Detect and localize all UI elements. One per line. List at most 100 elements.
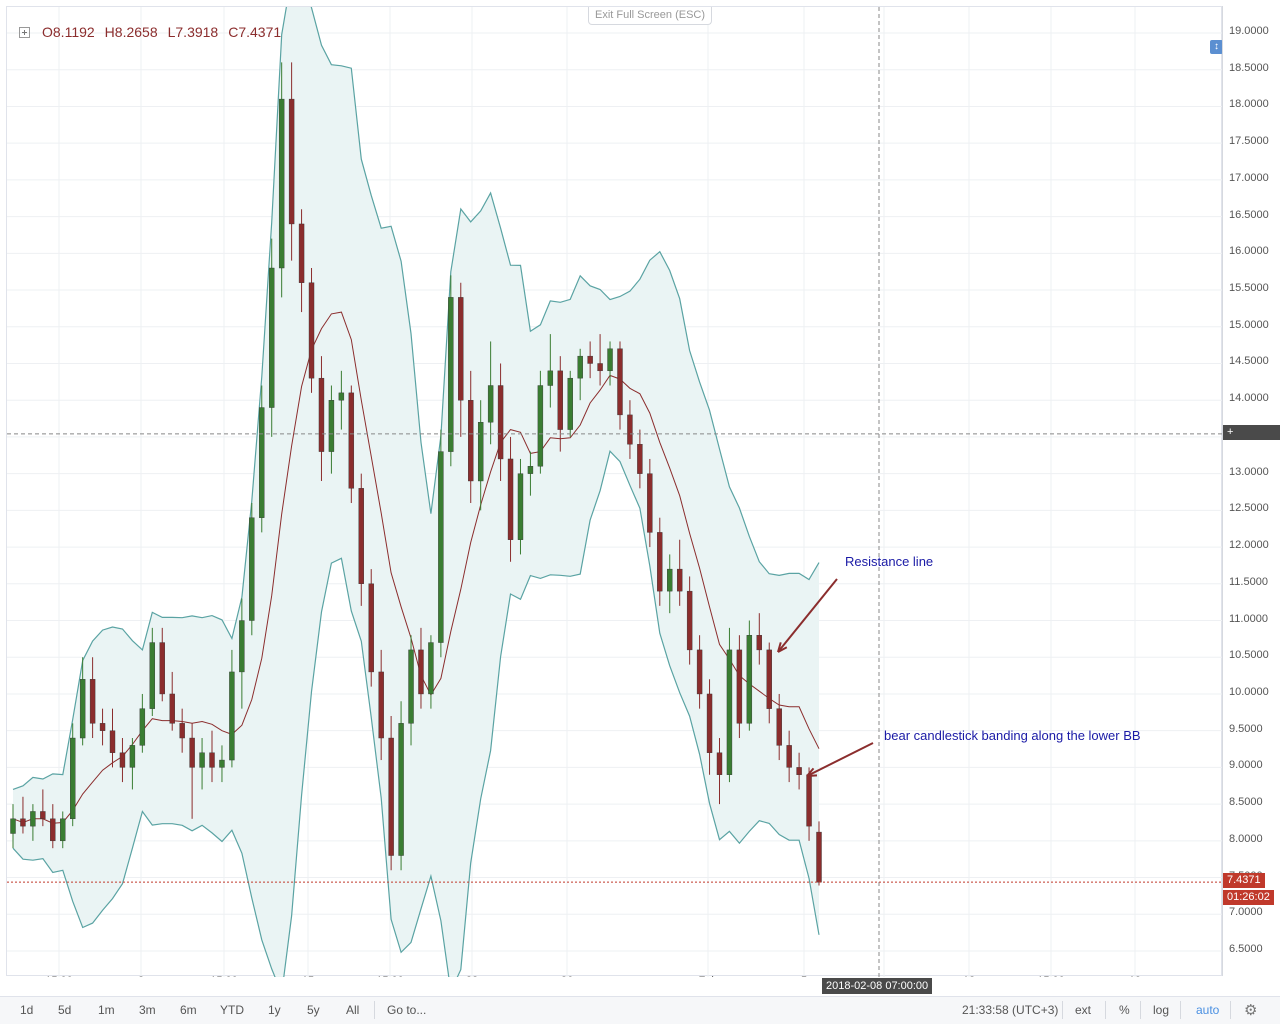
candle-body — [627, 414, 633, 445]
candle-body — [746, 635, 753, 724]
price-tick-label: 12.5000 — [1229, 502, 1269, 515]
candle-body — [358, 488, 364, 585]
ohlc-legend: O8.1192 H8.2658 L7.3918 C7.4371 — [19, 24, 281, 40]
candle-body — [10, 818, 16, 834]
candle-body — [89, 679, 96, 724]
candle-body — [647, 473, 653, 533]
price-axis[interactable] — [1222, 6, 1280, 976]
candle-body — [796, 767, 802, 775]
time-tick-label: 19 — [1129, 975, 1141, 977]
candle-body — [149, 642, 156, 709]
candle-body — [139, 708, 146, 746]
candle-body — [119, 752, 126, 768]
gear-icon[interactable]: ⚙ — [1244, 1002, 1258, 1019]
timeframe-1d[interactable]: 1d — [20, 1003, 34, 1017]
time-tick-label: 15 — [302, 975, 314, 977]
lower-bb-arrow — [806, 742, 874, 777]
candle-body — [259, 407, 265, 518]
price-tick-label: 19.0000 — [1229, 25, 1269, 37]
price-tick-label: 14.5000 — [1229, 355, 1269, 368]
crosshair-time-label: 2018-02-08 07:00:00 — [822, 978, 933, 994]
candle-body — [517, 473, 524, 540]
chart-area[interactable]: Resistance line bear candlestick banding … — [6, 6, 1223, 977]
timeframe-ytd[interactable]: YTD — [220, 1003, 244, 1017]
candle-body — [696, 649, 703, 695]
candle-body — [657, 532, 663, 592]
autoscale-icon[interactable]: ↕ — [1210, 40, 1223, 54]
candle-body — [249, 517, 255, 621]
candle-body — [428, 642, 434, 695]
price-tick-label: 9.5000 — [1229, 722, 1263, 735]
last-price-label: 7.4371 — [1223, 873, 1265, 889]
time-tick-label: 15:00 — [45, 975, 73, 977]
candle-body — [557, 370, 563, 430]
candle-body — [109, 730, 116, 753]
percent-toggle[interactable]: % — [1119, 1003, 1130, 1017]
goto-button[interactable]: Go to... — [387, 1003, 427, 1017]
timeframe-5d[interactable]: 5d — [58, 1003, 72, 1017]
candle-body — [129, 745, 136, 768]
log-toggle[interactable]: log — [1153, 1003, 1170, 1017]
candle-body — [159, 642, 165, 695]
timeframe-5y[interactable]: 5y — [307, 1003, 320, 1017]
candle-body — [617, 348, 623, 416]
time-tick-label: 22 — [466, 975, 478, 977]
bb-fill — [13, 7, 819, 977]
price-tick-label: 10.0000 — [1229, 685, 1269, 698]
candle-body — [497, 385, 504, 460]
toolbar-divider — [1230, 1001, 1231, 1019]
price-tick-label: 6.5000 — [1229, 943, 1263, 955]
resistance-arrow — [777, 578, 838, 653]
crosshair-price-label: + 13.5419 — [1223, 424, 1280, 453]
price-tick-label: 8.5000 — [1229, 796, 1263, 809]
candle-body — [219, 759, 225, 768]
candle-body — [408, 649, 414, 724]
bb-middle-line — [12, 311, 820, 824]
candle-body — [716, 752, 723, 775]
candle-body — [278, 98, 285, 269]
candle-body — [667, 568, 673, 592]
price-chart[interactable]: Resistance line bear candlestick banding … — [7, 7, 1223, 977]
auto-toggle[interactable]: auto — [1196, 1003, 1220, 1017]
toolbar-divider — [1105, 1001, 1106, 1019]
candle-body — [60, 818, 66, 842]
time-tick-label: 26 — [561, 975, 573, 977]
bottom-toolbar: 1d 5d 1m 3m 6m YTD 1y 5y All Go to... 21… — [0, 996, 1280, 1024]
candle-body — [189, 737, 195, 768]
candle-body — [318, 377, 325, 452]
candle-body — [348, 392, 355, 489]
timeframe-6m[interactable]: 6m — [180, 1003, 197, 1017]
timeframe-all[interactable]: All — [346, 1003, 360, 1017]
exit-fullscreen-button[interactable]: Exit Full Screen (ESC) — [588, 7, 713, 25]
candle-body — [20, 818, 26, 827]
candle-body — [458, 297, 464, 401]
price-tick-label: 7.0000 — [1229, 906, 1263, 919]
ohlc-low: L7.3918 — [167, 24, 219, 40]
price-tick-label: 11.5000 — [1229, 575, 1268, 588]
price-tick-label: 15.0000 — [1229, 318, 1269, 331]
candle-body — [587, 355, 593, 364]
resistance-arrow-head — [777, 642, 788, 653]
candle-body — [169, 693, 175, 724]
candle-body — [607, 348, 613, 372]
candle-body — [686, 590, 693, 651]
candle-body — [816, 831, 822, 883]
candle-body — [378, 671, 384, 739]
annotation-lower-bb: bear candlestick banding along the lower… — [884, 728, 1141, 743]
candle-body — [229, 671, 235, 761]
candle-body — [487, 385, 494, 423]
legend-toggle-icon[interactable] — [19, 26, 30, 38]
time-tick-label: 8 — [138, 975, 144, 977]
timeframe-1y[interactable]: 1y — [268, 1003, 281, 1017]
ext-toggle[interactable]: ext — [1075, 1003, 1092, 1017]
timeframe-1m[interactable]: 1m — [98, 1003, 115, 1017]
candle-body — [209, 752, 215, 768]
price-tick-label: 11.0000 — [1229, 612, 1268, 625]
price-tick-label: 17.5000 — [1229, 135, 1269, 148]
candle-body — [239, 620, 245, 673]
candle-body — [199, 752, 205, 768]
bb-upper-line — [12, 7, 820, 790]
candle-body — [477, 422, 484, 482]
candle-body — [706, 693, 713, 753]
timeframe-3m[interactable]: 3m — [139, 1003, 156, 1017]
